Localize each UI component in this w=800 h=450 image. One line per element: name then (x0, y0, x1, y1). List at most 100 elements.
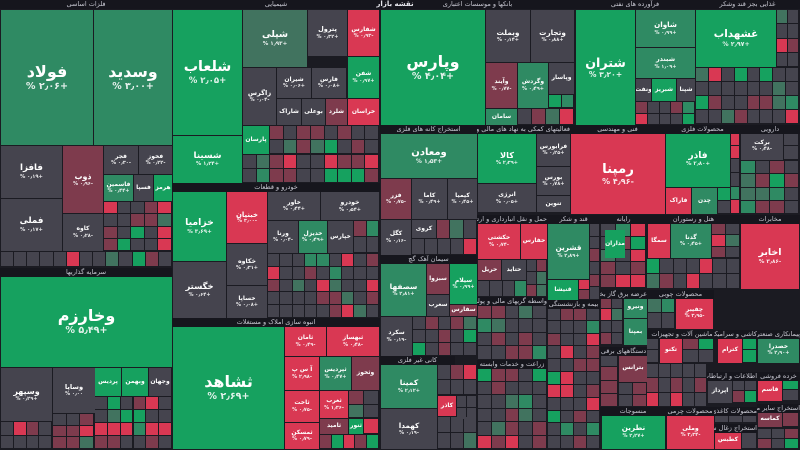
treemap-tile-خگستر[interactable]: خگستر +۰٫۶۴ % (173, 262, 226, 318)
treemap-tile-small[interactable] (464, 343, 476, 355)
treemap-tile-small[interactable] (464, 330, 476, 342)
treemap-tile-small[interactable] (505, 332, 519, 346)
treemap-tile-small[interactable] (338, 155, 351, 168)
treemap-tile-small[interactable] (491, 381, 505, 394)
treemap-tile-small[interactable] (491, 368, 505, 381)
treemap-tile-small[interactable] (317, 279, 329, 292)
treemap-tile-small[interactable] (159, 423, 171, 435)
treemap-tile-small[interactable] (527, 272, 536, 284)
treemap-tile-small[interactable] (574, 333, 586, 346)
treemap-tile-small[interactable] (464, 417, 476, 432)
treemap-tile-small[interactable] (721, 82, 734, 95)
treemap-tile-رمپنا[interactable]: رمپنا -۴٫۹۶ % (571, 134, 665, 214)
treemap-tile-small[interactable] (438, 365, 450, 379)
treemap-tile-small[interactable] (256, 155, 270, 168)
treemap-tile-small[interactable] (329, 292, 341, 305)
treemap-tile-small[interactable] (317, 305, 329, 317)
treemap-tile-small[interactable] (243, 155, 256, 168)
treemap-tile-small[interactable] (696, 82, 708, 95)
treemap-tile-small[interactable] (587, 346, 599, 359)
treemap-tile-small[interactable] (95, 410, 107, 422)
treemap-tile-small[interactable] (268, 292, 280, 305)
treemap-tile-small[interactable] (79, 252, 93, 266)
treemap-tile-small[interactable] (365, 126, 378, 139)
treemap-tile-small[interactable] (467, 396, 476, 407)
treemap-tile-small[interactable] (505, 408, 519, 421)
treemap-tile-خزامیا[interactable]: خزامیا +۳٫۶۹ % (173, 192, 226, 261)
treemap-tile-small[interactable] (612, 309, 622, 320)
treemap-tile-small[interactable] (53, 425, 66, 437)
treemap-tile-small[interactable] (519, 381, 533, 394)
treemap-tile-small[interactable] (590, 224, 599, 236)
treemap-tile-small[interactable] (491, 395, 505, 408)
treemap-tile-small[interactable] (574, 410, 586, 423)
treemap-tile-small[interactable] (478, 435, 491, 448)
treemap-tile-small[interactable] (280, 254, 292, 266)
treemap-tile-small[interactable] (612, 297, 622, 308)
treemap-tile-small[interactable] (66, 252, 79, 266)
treemap-tile-small[interactable] (726, 274, 739, 288)
treemap-tile-small[interactable] (366, 266, 378, 279)
treemap-tile-اخابر[interactable]: اخابر -۳٫۸۶ % (741, 224, 799, 289)
treemap-tile-خساپا[interactable]: خساپا +۰٫۰۸ % (227, 286, 267, 318)
treemap-tile-سکرد[interactable]: سکرد -۰٫۱۹ % (381, 317, 412, 356)
treemap-tile-small[interactable] (354, 237, 366, 252)
treemap-tile-small[interactable] (158, 214, 171, 226)
treemap-tile-شسینا[interactable]: شسینا +۱٫۲۴ % (173, 136, 242, 183)
treemap-tile-فاذر[interactable]: فاذر +۲٫۸۰ % (666, 132, 730, 187)
treemap-tile-small[interactable] (519, 346, 533, 359)
treemap-tile-small[interactable] (560, 109, 573, 124)
treemap-tile-کروی[interactable]: کروی (412, 220, 436, 238)
treemap-tile-small[interactable] (590, 287, 599, 299)
treemap-tile-فخوز[interactable]: فخوز -۰٫۲۲ % (139, 146, 172, 174)
treemap-tile-small[interactable] (158, 202, 171, 214)
treemap-tile-small[interactable] (784, 174, 798, 187)
treemap-tile-سصفها[interactable]: سصفها +۲٫۸۱ % (381, 264, 426, 316)
treemap-tile-small[interactable] (292, 292, 304, 305)
treemap-tile-small[interactable] (731, 145, 739, 159)
treemap-tile-small[interactable] (631, 236, 645, 249)
treemap-tile-بمپنا[interactable]: بمپنا (624, 319, 647, 345)
treemap-tile-small[interactable] (324, 126, 338, 139)
treemap-tile-small[interactable] (505, 346, 519, 359)
treemap-tile-small[interactable] (755, 187, 769, 200)
treemap-tile-small[interactable] (320, 435, 331, 448)
treemap-tile-small[interactable] (660, 259, 673, 273)
treemap-tile-small[interactable] (713, 274, 726, 288)
treemap-tile-small[interactable] (783, 411, 798, 426)
treemap-tile-وآیند[interactable]: وآیند -۰٫۷۷ % (486, 63, 517, 108)
treemap-tile-small[interactable] (731, 159, 739, 172)
treemap-tile-small[interactable] (747, 96, 760, 109)
treemap-tile-small[interactable] (491, 422, 505, 435)
treemap-tile-small[interactable] (95, 436, 107, 448)
treemap-tile-small[interactable] (292, 254, 304, 266)
treemap-tile-small[interactable] (243, 169, 256, 182)
treemap-tile-small[interactable] (755, 200, 769, 213)
treemap-tile-small[interactable] (696, 110, 708, 123)
treemap-tile-small[interactable] (305, 266, 317, 279)
treemap-tile-تکنو[interactable]: تکنو (660, 337, 682, 363)
treemap-tile-small[interactable] (131, 214, 144, 226)
treemap-tile-small[interactable] (548, 333, 560, 346)
treemap-tile-وبهمن[interactable]: وبهمن (122, 368, 148, 396)
treemap-tile-کالا[interactable]: کالا +۲٫۳۹ % (478, 134, 536, 183)
treemap-tile-small[interactable] (733, 391, 744, 402)
treemap-tile-وخارزم[interactable]: وخارزم +۵٫۴۹ % (1, 277, 172, 367)
treemap-tile-small[interactable] (66, 425, 80, 437)
treemap-tile-small[interactable] (505, 381, 519, 394)
treemap-tile-small[interactable] (283, 140, 297, 153)
treemap-tile-small[interactable] (731, 132, 739, 145)
treemap-tile-شاراک[interactable]: شاراک (277, 99, 301, 125)
treemap-tile-small[interactable] (354, 279, 366, 292)
treemap-tile-small[interactable] (631, 224, 645, 236)
treemap-tile-small[interactable] (450, 220, 463, 238)
treemap-tile-small[interactable] (95, 397, 107, 409)
treemap-tile-small[interactable] (317, 266, 329, 279)
treemap-tile-small[interactable] (661, 297, 674, 312)
treemap-tile-small[interactable] (785, 439, 798, 448)
treemap-tile-small[interactable] (773, 82, 786, 95)
treemap-tile-small[interactable] (788, 38, 798, 52)
treemap-tile-small[interactable] (329, 279, 341, 292)
treemap-tile-small[interactable] (464, 317, 476, 329)
treemap-tile-small[interactable] (338, 169, 351, 182)
